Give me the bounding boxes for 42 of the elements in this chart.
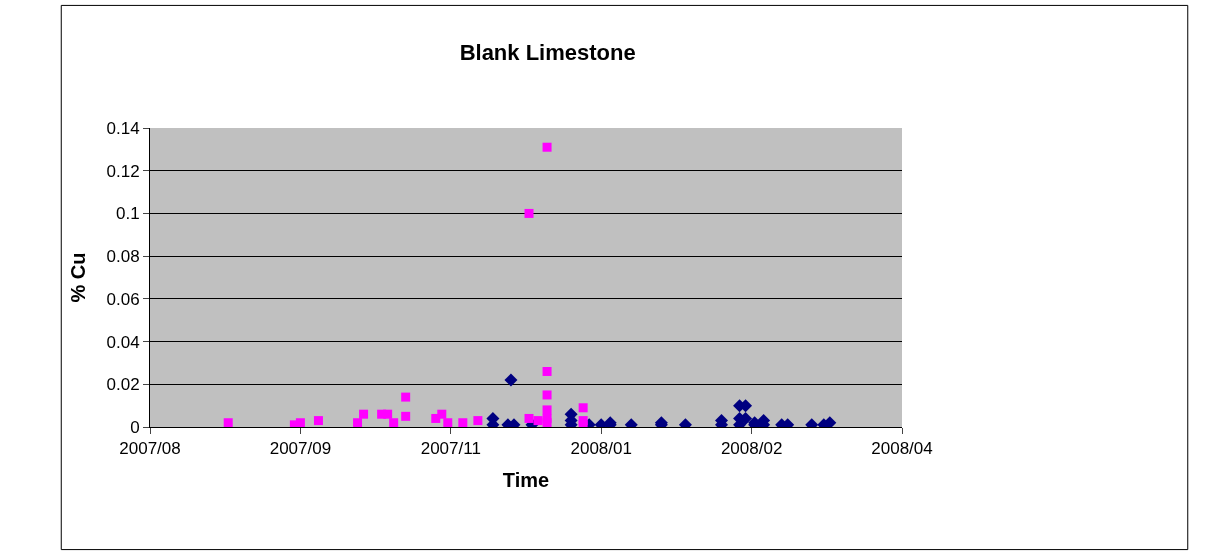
point bbox=[313, 416, 323, 426]
point bbox=[578, 420, 588, 427]
x-tick-label: 2007/11 bbox=[420, 439, 481, 459]
point bbox=[524, 413, 534, 423]
point bbox=[389, 418, 399, 427]
point bbox=[473, 416, 483, 426]
point bbox=[542, 418, 552, 427]
x-tick-label: 2007/09 bbox=[269, 439, 332, 459]
y-tick-label: 0.1 bbox=[115, 204, 140, 224]
point bbox=[542, 405, 552, 415]
y-tick-label: 0.02 bbox=[106, 375, 140, 395]
y-tick-label: 0.14 bbox=[106, 118, 140, 138]
point bbox=[437, 409, 447, 419]
y-tick-label: 0.12 bbox=[106, 161, 140, 181]
x-axis-title: Time bbox=[502, 468, 550, 491]
point bbox=[524, 208, 534, 218]
point bbox=[401, 392, 411, 402]
point bbox=[443, 418, 453, 427]
x-tick-label: 2008/02 bbox=[720, 439, 783, 459]
point bbox=[542, 142, 552, 152]
point bbox=[578, 403, 588, 413]
chart-title: Blank Limestone bbox=[459, 39, 636, 65]
point bbox=[383, 409, 393, 419]
y-tick-label: 0.08 bbox=[106, 247, 140, 267]
y-axis-title: % Cu bbox=[67, 252, 90, 303]
point bbox=[295, 418, 305, 427]
point bbox=[458, 418, 468, 427]
point bbox=[823, 416, 837, 427]
point bbox=[353, 418, 363, 427]
point bbox=[542, 390, 552, 400]
y-tick-label: 0.06 bbox=[106, 289, 140, 309]
y-tick-label: 0 bbox=[130, 417, 140, 437]
point bbox=[401, 411, 411, 421]
x-tick-label: 2008/04 bbox=[871, 439, 933, 459]
point bbox=[223, 418, 233, 427]
y-tick-label: 0.04 bbox=[106, 332, 140, 352]
x-tick-label: 2007/08 bbox=[119, 439, 181, 459]
point bbox=[504, 373, 518, 387]
point bbox=[359, 409, 369, 419]
x-tick-label: 2008/01 bbox=[570, 439, 632, 459]
point bbox=[533, 416, 543, 426]
point bbox=[542, 366, 552, 376]
